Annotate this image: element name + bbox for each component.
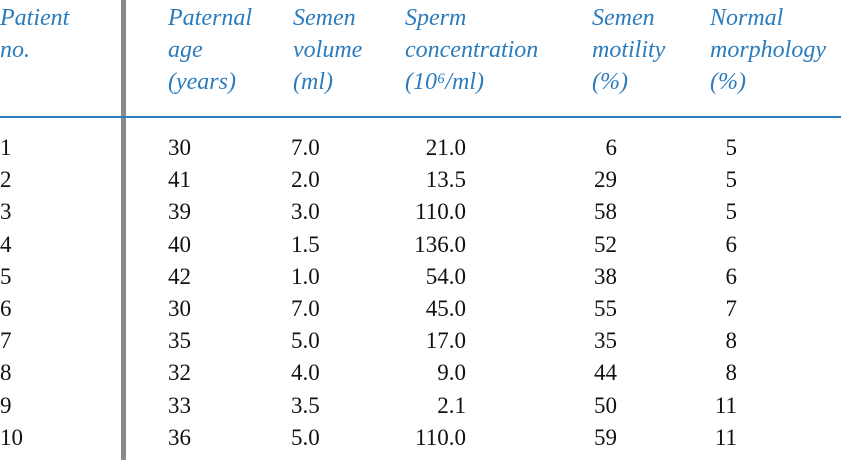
- column-header: (10⁶/ml): [405, 69, 484, 95]
- table-cell: 11: [714, 424, 737, 450]
- table-cell: 6: [0, 296, 12, 321]
- column-header: concentration: [405, 37, 539, 63]
- column-header: (years): [168, 69, 236, 95]
- table-cell: 52: [594, 231, 617, 257]
- column-header: Patient: [0, 5, 70, 31]
- table-cell: 2.0: [291, 167, 320, 193]
- table-cell: 29: [594, 167, 617, 193]
- table-cell: 4: [0, 231, 12, 257]
- table-cell: 4.0: [291, 360, 320, 386]
- table-cell: 42: [168, 263, 191, 289]
- table-cell: 35: [168, 328, 191, 354]
- table-cell: 10: [0, 424, 23, 450]
- table-cell: 30: [168, 135, 191, 160]
- table-cell: 1.0: [291, 263, 320, 289]
- column-header: Normal: [710, 5, 784, 31]
- vertical-rule: [121, 0, 126, 460]
- table-cell: 8: [725, 328, 738, 354]
- table-cell: 6: [725, 231, 738, 257]
- table-cell: 3.0: [291, 199, 320, 225]
- table-cell: 5: [0, 263, 12, 289]
- table-cell: 5.0: [291, 424, 320, 450]
- table-cell: 1: [0, 135, 12, 160]
- table-cell: 33: [168, 392, 191, 418]
- table-cell: 17.0: [425, 328, 466, 354]
- table-cell: 55: [594, 296, 617, 321]
- table-cell: 5: [725, 167, 738, 193]
- table-cell: 8: [0, 360, 12, 386]
- column-header: (%): [710, 69, 746, 95]
- table-cell: 59: [594, 424, 617, 450]
- table-cell: 40: [168, 231, 191, 257]
- table-cell: 5.0: [291, 328, 320, 354]
- column-header: Sperm: [405, 5, 467, 31]
- table-cell: 9.0: [437, 360, 466, 386]
- column-header: (ml): [293, 69, 333, 95]
- table-cell: 110.0: [415, 199, 466, 225]
- table-cell: 8: [725, 360, 738, 386]
- table-cell: 3: [0, 199, 12, 225]
- table-cell: 41: [168, 167, 191, 193]
- table-cell: 136.0: [414, 231, 466, 257]
- table-cell: 7.0: [291, 296, 320, 321]
- table-cell: 7: [0, 328, 12, 354]
- table-cell: 3.5: [291, 392, 320, 418]
- table-cell: 39: [168, 199, 191, 225]
- column-header: age: [168, 37, 203, 63]
- table-cell: 35: [594, 328, 617, 354]
- table-cell: 32: [168, 360, 191, 386]
- column-header: (%): [592, 69, 628, 95]
- table-cell: 1.5: [291, 231, 320, 257]
- table-cell: 21.0: [425, 135, 466, 160]
- table-cell: 6: [605, 135, 618, 160]
- table-cell: 54.0: [425, 263, 466, 289]
- column-header: volume: [293, 37, 363, 63]
- table-cell: 110.0: [415, 424, 466, 450]
- table-cell: 58: [594, 199, 617, 225]
- table-cell: 6: [725, 263, 738, 289]
- column-header: morphology: [710, 37, 826, 63]
- table-cell: 11: [714, 392, 737, 418]
- column-header: motility: [592, 37, 666, 63]
- table-cell: 7: [725, 296, 738, 321]
- column-header: Paternal: [168, 5, 252, 31]
- header-rule: [0, 116, 841, 118]
- table-cell: 9: [0, 392, 12, 418]
- column-header: Semen: [293, 5, 356, 31]
- table-cell: 30: [168, 296, 191, 321]
- table-cell: 36: [168, 424, 191, 450]
- column-header: no.: [0, 37, 30, 63]
- table-cell: 44: [594, 360, 617, 386]
- table-cell: 5: [725, 199, 738, 225]
- table-cell: 13.5: [425, 167, 466, 193]
- table-cell: 7.0: [291, 135, 320, 160]
- table-cell: 2: [0, 167, 12, 193]
- column-header: Semen: [592, 5, 655, 31]
- table-cell: 38: [594, 263, 617, 289]
- table-cell: 5: [725, 135, 738, 160]
- table-cell: 2.1: [437, 392, 466, 418]
- table-cell: 45.0: [425, 296, 466, 321]
- table-cell: 50: [594, 392, 617, 418]
